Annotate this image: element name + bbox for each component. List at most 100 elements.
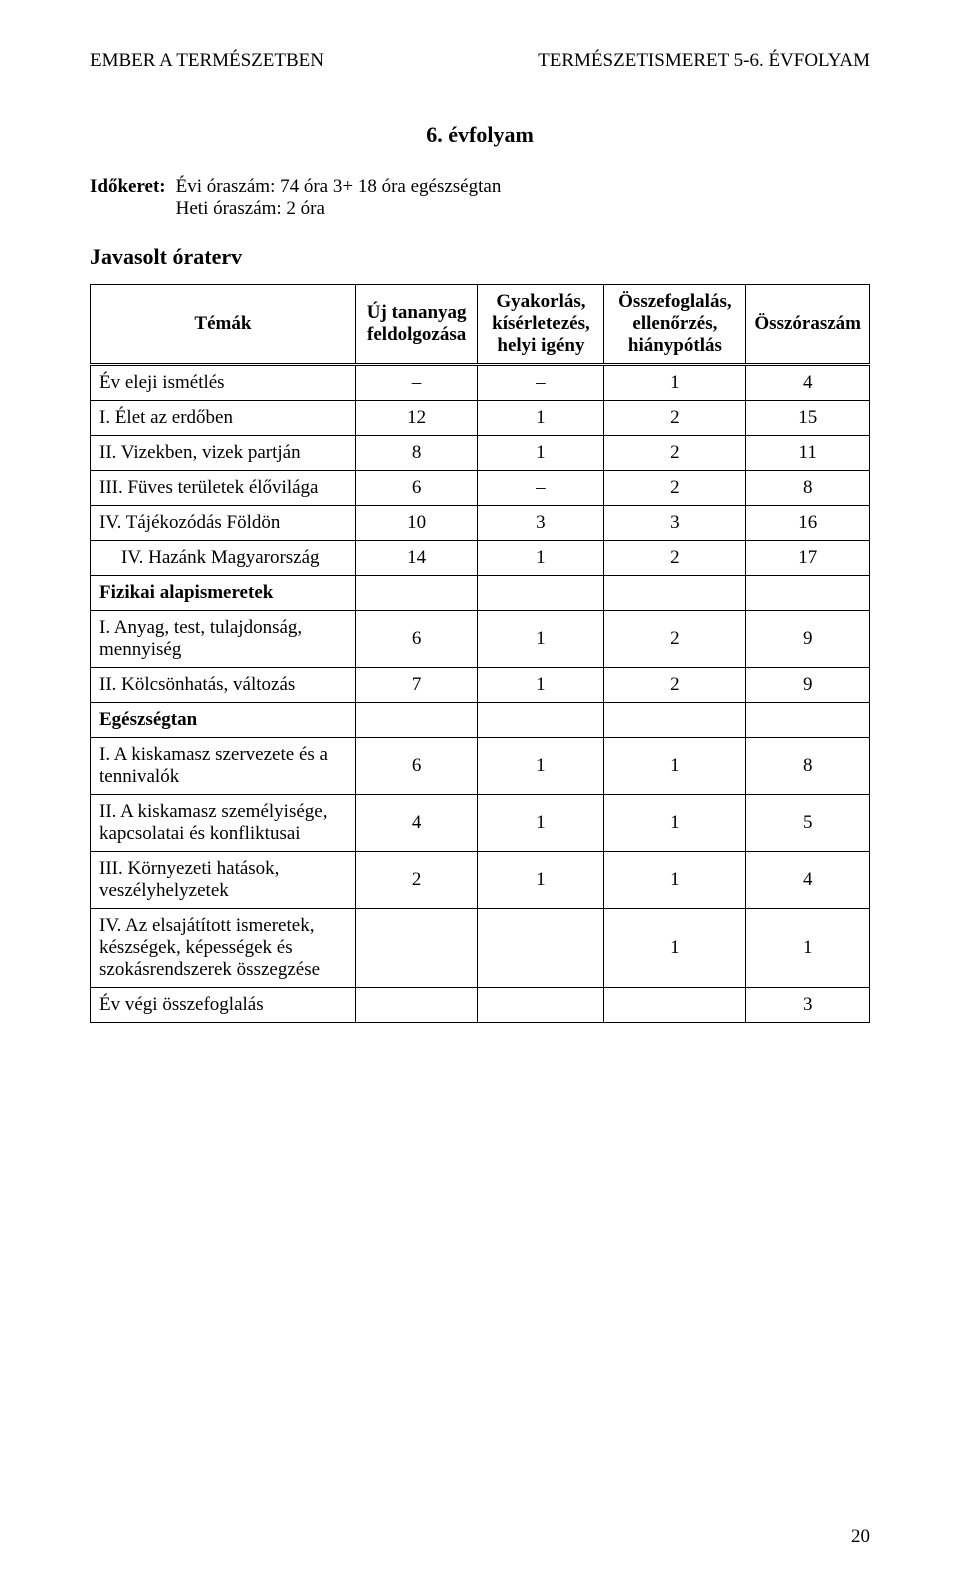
suggested-schedule-title: Javasolt óraterv (90, 244, 870, 270)
value-cell: 8 (355, 436, 478, 471)
value-cell: 3 (604, 506, 746, 541)
header-right: TERMÉSZETISMERET 5-6. ÉVFOLYAM (538, 50, 870, 72)
value-cell (746, 576, 870, 611)
timeframe-line-2: Heti óraszám: 2 óra (176, 198, 502, 220)
schedule-table: Témák Új tananyag feldolgozása Gyakorlás… (90, 284, 870, 1023)
topic-cell: II. Vizekben, vizek partján (91, 436, 356, 471)
topic-cell: Fizikai alapismeretek (91, 576, 356, 611)
value-cell (355, 909, 478, 988)
col-header-practice: Gyakorlás, kísérletezés, helyi igény (478, 285, 604, 365)
table-row: Fizikai alapismeretek (91, 576, 870, 611)
value-cell (478, 703, 604, 738)
header-left: EMBER A TERMÉSZETBEN (90, 50, 324, 72)
value-cell: 3 (746, 988, 870, 1023)
timeframe-line-1: Évi óraszám: 74 óra 3+ 18 óra egészségta… (176, 176, 502, 198)
value-cell: 1 (604, 909, 746, 988)
topic-cell: I. A kiskamasz szervezete és a tennivaló… (91, 738, 356, 795)
table-row: IV. Tájékozódás Földön103316 (91, 506, 870, 541)
value-cell: 2 (604, 471, 746, 506)
value-cell: 15 (746, 401, 870, 436)
value-cell: 4 (746, 852, 870, 909)
topic-cell: IV. Tájékozódás Földön (91, 506, 356, 541)
value-cell: 16 (746, 506, 870, 541)
topic-cell: II. Kölcsönhatás, változás (91, 668, 356, 703)
value-cell: 1 (746, 909, 870, 988)
table-header-row: Témák Új tananyag feldolgozása Gyakorlás… (91, 285, 870, 365)
timeframe-label: Időkeret: (90, 176, 166, 220)
table-row: III. Füves területek élővilága6–28 (91, 471, 870, 506)
topic-cell: Év eleji ismétlés (91, 365, 356, 401)
topic-cell: I. Anyag, test, tulajdonság, mennyiség (91, 611, 356, 668)
value-cell: – (478, 471, 604, 506)
value-cell: 6 (355, 738, 478, 795)
value-cell: 1 (604, 852, 746, 909)
topic-cell: Egészségtan (91, 703, 356, 738)
table-row: III. Környezeti hatások, veszélyhelyzete… (91, 852, 870, 909)
value-cell: 8 (746, 738, 870, 795)
col-header-total: Összóraszám (746, 285, 870, 365)
value-cell: 1 (478, 541, 604, 576)
col-header-summary: Összefoglalás, ellenőrzés, hiánypótlás (604, 285, 746, 365)
value-cell: 1 (604, 795, 746, 852)
value-cell (478, 988, 604, 1023)
value-cell (746, 703, 870, 738)
value-cell (604, 988, 746, 1023)
value-cell: 2 (604, 541, 746, 576)
value-cell (355, 703, 478, 738)
table-body: Év eleji ismétlés––14I. Élet az erdőben1… (91, 365, 870, 1023)
value-cell: 6 (355, 611, 478, 668)
value-cell: – (478, 365, 604, 401)
table-row: Év eleji ismétlés––14 (91, 365, 870, 401)
value-cell: 8 (746, 471, 870, 506)
col-header-new-material: Új tananyag feldolgozása (355, 285, 478, 365)
topic-cell: III. Környezeti hatások, veszélyhelyzete… (91, 852, 356, 909)
value-cell: 14 (355, 541, 478, 576)
running-header: EMBER A TERMÉSZETBEN TERMÉSZETISMERET 5-… (90, 50, 870, 72)
table-row: II. Vizekben, vizek partján81211 (91, 436, 870, 471)
value-cell: 2 (604, 611, 746, 668)
value-cell: 1 (478, 795, 604, 852)
table-row: Év végi összefoglalás 3 (91, 988, 870, 1023)
value-cell: 1 (478, 668, 604, 703)
table-row: I. A kiskamasz szervezete és a tennivaló… (91, 738, 870, 795)
topic-cell: IV. Hazánk Magyarország (91, 541, 356, 576)
value-cell: 2 (604, 436, 746, 471)
value-cell: 5 (746, 795, 870, 852)
grade-title: 6. évfolyam (90, 122, 870, 148)
page-number: 20 (851, 1526, 870, 1548)
value-cell: 4 (746, 365, 870, 401)
value-cell: 9 (746, 668, 870, 703)
value-cell: 6 (355, 471, 478, 506)
value-cell (355, 576, 478, 611)
value-cell: 1 (478, 852, 604, 909)
value-cell: 1 (478, 401, 604, 436)
value-cell: 2 (355, 852, 478, 909)
value-cell: 1 (604, 738, 746, 795)
col-header-topics: Témák (91, 285, 356, 365)
table-row: IV. Az elsajátított ismeretek, készségek… (91, 909, 870, 988)
topic-cell: III. Füves területek élővilága (91, 471, 356, 506)
value-cell: 9 (746, 611, 870, 668)
value-cell (355, 988, 478, 1023)
value-cell: 7 (355, 668, 478, 703)
value-cell: 10 (355, 506, 478, 541)
value-cell: 1 (478, 611, 604, 668)
value-cell: 12 (355, 401, 478, 436)
value-cell (478, 909, 604, 988)
table-row: I. Anyag, test, tulajdonság, mennyiség61… (91, 611, 870, 668)
value-cell: 1 (478, 738, 604, 795)
topic-cell: Év végi összefoglalás (91, 988, 356, 1023)
value-cell: 3 (478, 506, 604, 541)
value-cell (478, 576, 604, 611)
timeframe-lines: Évi óraszám: 74 óra 3+ 18 óra egészségta… (176, 176, 502, 220)
table-row: IV. Hazánk Magyarország141217 (91, 541, 870, 576)
table-row: Egészségtan (91, 703, 870, 738)
topic-cell: II. A kiskamasz személyisége, kapcsolata… (91, 795, 356, 852)
value-cell: 17 (746, 541, 870, 576)
topic-cell: I. Élet az erdőben (91, 401, 356, 436)
page: EMBER A TERMÉSZETBEN TERMÉSZETISMERET 5-… (0, 0, 960, 1588)
value-cell: 4 (355, 795, 478, 852)
value-cell: – (355, 365, 478, 401)
value-cell (604, 576, 746, 611)
table-row: I. Élet az erdőben121215 (91, 401, 870, 436)
